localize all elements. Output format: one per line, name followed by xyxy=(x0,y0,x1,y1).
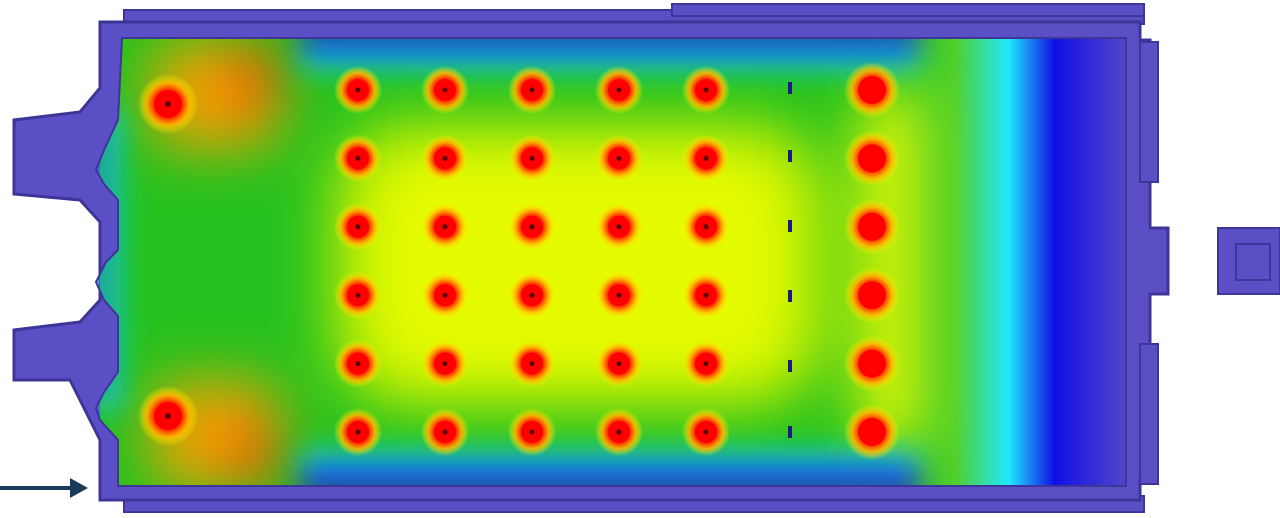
heat-source-center xyxy=(703,224,709,230)
divider-dash xyxy=(788,220,792,232)
square-port-icon xyxy=(1217,227,1280,295)
heat-source-center xyxy=(442,429,448,435)
heat-source-center xyxy=(355,224,361,230)
heat-source xyxy=(858,418,886,446)
corner-source-center xyxy=(165,413,171,419)
heat-source-center xyxy=(442,87,448,93)
heat-source-center xyxy=(442,224,448,230)
heat-source-center xyxy=(703,292,709,298)
heat-source-center xyxy=(442,361,448,367)
heat-source-center xyxy=(703,429,709,435)
right-side-tab-bottom xyxy=(1139,343,1159,485)
heat-source xyxy=(858,212,886,241)
heat-source-center xyxy=(616,292,622,298)
heat-source-center xyxy=(529,429,535,435)
heat-source-center xyxy=(703,87,709,93)
heat-source-center xyxy=(529,87,535,93)
heat-source xyxy=(858,76,886,104)
heat-source-center xyxy=(442,292,448,298)
divider-dash xyxy=(788,426,792,438)
cavity-outline xyxy=(94,37,1127,487)
divider-dash xyxy=(788,82,792,94)
heat-source-center xyxy=(529,155,535,161)
heat-source-center xyxy=(529,224,535,230)
heat-source xyxy=(858,281,886,310)
corner-source-center xyxy=(165,101,171,107)
heat-source-center xyxy=(616,87,622,93)
right-arrow-icon xyxy=(0,478,88,498)
heat-source-center xyxy=(442,155,448,161)
divider-dash xyxy=(788,360,792,372)
right-side-tab-top xyxy=(1139,41,1159,183)
heat-source-center xyxy=(529,292,535,298)
heat-source-center xyxy=(355,429,361,435)
housing-top-rail-right xyxy=(671,3,1145,17)
heat-source-center xyxy=(616,429,622,435)
heat-source-center xyxy=(355,292,361,298)
heat-source-center xyxy=(355,155,361,161)
thermal-field xyxy=(96,38,1126,486)
heat-source-center xyxy=(355,361,361,367)
heat-source-center xyxy=(616,361,622,367)
heat-source-center xyxy=(703,361,709,367)
heat-source-center xyxy=(616,155,622,161)
divider-dash xyxy=(788,290,792,302)
heat-source xyxy=(858,144,886,173)
divider-marks xyxy=(788,82,792,438)
heat-source-center xyxy=(616,224,622,230)
heat-source-center xyxy=(529,361,535,367)
heat-source xyxy=(858,349,886,378)
heat-source-center xyxy=(355,87,361,93)
divider-dash xyxy=(788,150,792,162)
heat-source-center xyxy=(703,155,709,161)
